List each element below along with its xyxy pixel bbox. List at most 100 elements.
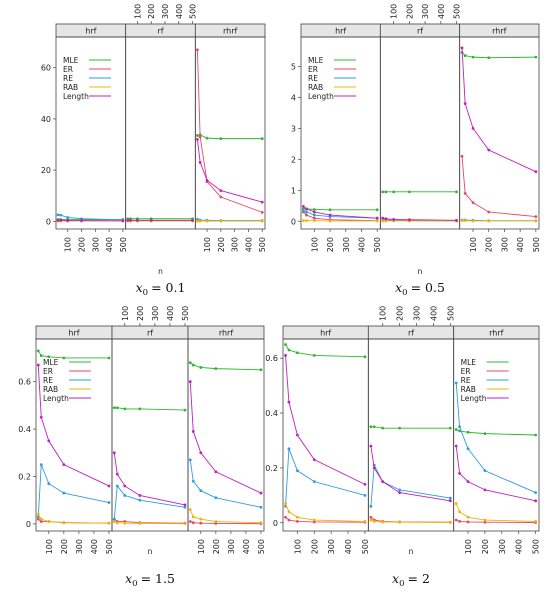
x-axis-label: n: [409, 547, 414, 556]
panel-rf: rf 100 200 300 400 500: [111, 306, 190, 532]
x-tick-label: 500: [119, 237, 128, 252]
point-length: [198, 161, 202, 164]
point-re: [66, 216, 70, 219]
point-rab: [460, 219, 464, 223]
point-re: [305, 210, 308, 214]
caption-rhs: = 0.5: [411, 280, 445, 295]
point-mle: [363, 355, 367, 359]
point-mle: [47, 355, 51, 359]
y-tick-label: 20: [41, 166, 51, 175]
point-er: [219, 195, 223, 199]
point-re: [214, 496, 218, 500]
strip-label: hrf: [320, 329, 331, 338]
legend-label: RAB: [63, 83, 78, 92]
point-re: [115, 484, 119, 488]
x-tick-label: 500: [189, 4, 198, 19]
point-mle: [259, 368, 263, 372]
point-re: [458, 425, 461, 429]
point-mle: [312, 354, 316, 357]
caption-var: x: [136, 280, 143, 295]
point-length: [126, 218, 130, 222]
point-mle: [123, 407, 127, 411]
caption-sub: 0: [399, 579, 404, 589]
point-re: [295, 469, 299, 473]
legend-label: ER: [63, 65, 73, 74]
point-mle: [62, 356, 66, 360]
point-length: [312, 458, 316, 462]
legend-label: MLE: [461, 358, 477, 367]
point-rab: [534, 520, 538, 523]
point-length: [381, 216, 385, 220]
x-tick-label: 100: [64, 237, 73, 252]
point-length: [62, 463, 66, 467]
point-re: [107, 501, 111, 504]
series-line-length: [113, 452, 186, 506]
point-length: [135, 218, 139, 222]
point-re: [369, 504, 373, 508]
point-er: [188, 520, 192, 523]
point-rab: [123, 521, 127, 525]
point-length: [149, 218, 153, 222]
strip-label: rf: [408, 329, 414, 338]
point-length: [483, 488, 487, 492]
x-tick-label: 500: [181, 306, 190, 321]
panel-hrf: hrf 100 200 300 400 500: [282, 325, 370, 554]
point-mle: [369, 425, 373, 429]
point-length: [138, 494, 142, 497]
point-length: [121, 219, 125, 223]
series-line-length: [461, 47, 537, 173]
panel-frame: [379, 36, 461, 230]
y-tick-label: 0.6: [265, 354, 278, 363]
point-rab: [384, 219, 388, 223]
x-tick-label: 500: [258, 237, 267, 252]
point-re: [191, 479, 195, 483]
x-tick-label: 400: [344, 539, 353, 554]
point-length: [448, 499, 452, 503]
x-tick-label: 400: [175, 4, 184, 19]
point-mle: [471, 55, 475, 59]
point-length: [219, 189, 223, 193]
caption-sub: 0: [402, 288, 407, 298]
point-er: [260, 210, 264, 214]
x-tick-label: 100: [121, 306, 130, 321]
point-length: [463, 102, 467, 105]
point-rab: [260, 219, 264, 223]
point-rab: [301, 219, 305, 223]
point-mle: [534, 433, 538, 437]
point-rab: [199, 517, 203, 521]
point-mle: [455, 190, 458, 194]
point-length: [398, 491, 401, 494]
x-tick-label: 100: [293, 539, 302, 554]
panel-rf: rf 100 200 300 400 500: [125, 4, 198, 230]
point-rab: [107, 521, 111, 525]
point-length: [381, 480, 385, 484]
y-tick-label: 2: [291, 155, 296, 164]
point-length: [56, 218, 60, 222]
point-er: [460, 154, 464, 158]
x-tick-label: 200: [147, 4, 156, 19]
point-er: [39, 520, 43, 523]
panel-frame: [194, 36, 266, 230]
legend-label: RAB: [461, 385, 476, 394]
point-rab: [381, 219, 385, 223]
y-tick-label: 0: [26, 520, 31, 529]
point-mle: [199, 366, 203, 369]
point-re: [138, 498, 142, 502]
point-length: [284, 354, 287, 357]
point-re: [301, 209, 305, 212]
y-tick-label: 0: [46, 217, 51, 226]
point-er: [369, 515, 373, 519]
point-rab: [305, 219, 308, 223]
subplot-caption: x0 = 2: [392, 571, 430, 589]
point-rab: [36, 513, 40, 516]
legend-label: Length: [63, 92, 89, 101]
point-rab: [62, 521, 66, 524]
point-length: [196, 138, 199, 141]
point-er: [198, 135, 202, 139]
x-tick-label: 200: [485, 237, 494, 252]
point-er: [36, 517, 40, 521]
x-tick-label: 400: [357, 237, 366, 252]
